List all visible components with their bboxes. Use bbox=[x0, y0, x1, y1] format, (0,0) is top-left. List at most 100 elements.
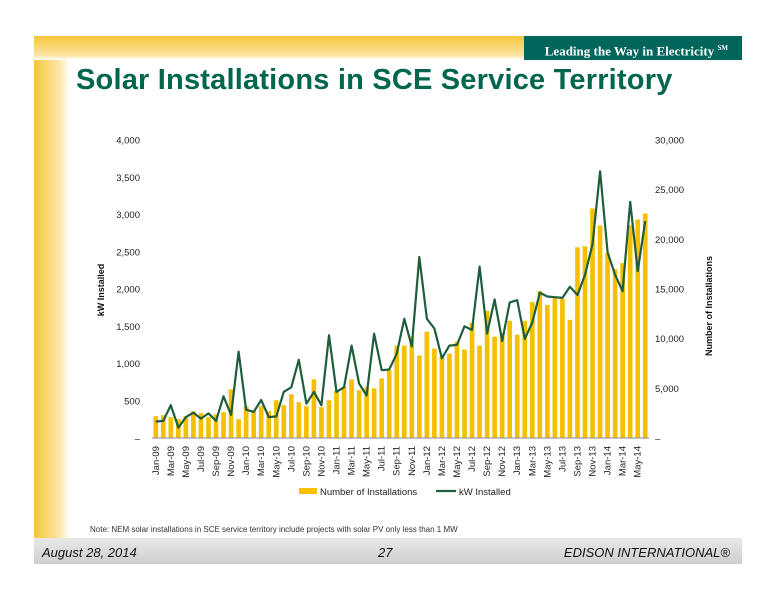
x-tick-label: Jul-12 bbox=[467, 446, 478, 472]
y2-tick-label: 10,000 bbox=[655, 334, 684, 345]
y2-tick-label: 15,000 bbox=[655, 285, 684, 296]
x-tick-label: Mar-10 bbox=[256, 446, 267, 476]
tagline-text: Leading the Way in Electricity bbox=[544, 43, 715, 59]
bar bbox=[620, 263, 625, 438]
y2-tick-label: 20,000 bbox=[655, 235, 684, 246]
bar bbox=[356, 390, 362, 438]
bar bbox=[560, 298, 565, 438]
bar bbox=[447, 353, 452, 438]
bar bbox=[153, 416, 159, 438]
y2-tick-label: – bbox=[655, 434, 661, 445]
bar bbox=[349, 379, 354, 438]
bar bbox=[394, 345, 400, 438]
bar bbox=[492, 336, 497, 438]
bar bbox=[590, 208, 595, 438]
left-y-axis-ticks: – 500 1,000 1,500 2,000 2,500 3,000 3,500 4,000 bbox=[116, 136, 140, 445]
y-tick-label: 3,000 bbox=[116, 210, 140, 221]
bar bbox=[251, 410, 256, 438]
x-tick-label: Sep-09 bbox=[211, 446, 222, 477]
x-tick-label: May-13 bbox=[542, 446, 553, 478]
bar bbox=[424, 331, 430, 438]
x-tick-label: Nov-09 bbox=[226, 446, 237, 477]
bar bbox=[552, 297, 558, 438]
x-tick-label: Nov-10 bbox=[316, 446, 327, 477]
y-tick-label: 1,000 bbox=[116, 359, 140, 370]
bar bbox=[319, 407, 324, 438]
bar bbox=[326, 400, 332, 438]
bar bbox=[416, 355, 422, 438]
bar bbox=[432, 348, 437, 438]
x-tick-label: Jul-10 bbox=[286, 446, 297, 472]
bar bbox=[243, 406, 249, 438]
bar bbox=[605, 253, 610, 438]
legend-label-kw: kW Installed bbox=[459, 487, 511, 498]
y-tick-label: 1,500 bbox=[116, 322, 140, 333]
bar bbox=[288, 394, 294, 438]
y-tick-label: – bbox=[135, 434, 141, 445]
bar bbox=[206, 417, 211, 438]
bar bbox=[409, 336, 415, 438]
bar bbox=[612, 269, 618, 438]
bar bbox=[439, 355, 445, 438]
x-tick-label: Jan-10 bbox=[241, 446, 252, 475]
kw-installed-line bbox=[155, 170, 647, 429]
bar bbox=[567, 319, 573, 438]
bar bbox=[160, 415, 166, 438]
bar bbox=[477, 345, 482, 438]
y-tick-label: 2,500 bbox=[116, 247, 140, 258]
x-tick-label: Sep-11 bbox=[392, 446, 403, 476]
bar bbox=[183, 416, 189, 438]
x-axis-ticks: Jan-09 Mar-09 May-09 Jul-09 Sep-09 Nov-09 Jan-… bbox=[151, 446, 644, 478]
x-tick-label: Jul-13 bbox=[557, 446, 568, 472]
bar bbox=[386, 370, 392, 438]
bar bbox=[401, 345, 407, 438]
bar bbox=[597, 225, 603, 438]
bar bbox=[469, 322, 475, 438]
x-tick-label: Mar-11 bbox=[347, 446, 358, 475]
right-y-axis-ticks: – 5,000 10,000 15,000 20,000 25,000 30,000 bbox=[655, 136, 684, 445]
footer-date: August 28, 2014 bbox=[42, 545, 137, 560]
bar bbox=[168, 417, 174, 438]
bar bbox=[213, 414, 219, 438]
bar bbox=[371, 388, 377, 438]
y2-axis-title: Number of Installations bbox=[704, 256, 714, 356]
legend: Number of Installations kW Installed bbox=[299, 487, 511, 498]
y2-tick-label: 25,000 bbox=[655, 185, 684, 196]
legend-label-installations: Number of Installations bbox=[320, 487, 417, 498]
x-tick-label: May-11 bbox=[362, 446, 373, 477]
bar bbox=[281, 405, 287, 438]
x-tick-label: Jan-09 bbox=[151, 446, 162, 475]
y2-tick-label: 30,000 bbox=[655, 136, 684, 147]
page-title: Solar Installations in SCE Service Terri… bbox=[76, 64, 673, 96]
footer-brand: EDISON INTERNATIONAL® bbox=[563, 545, 730, 560]
bar bbox=[462, 349, 467, 438]
x-tick-label: Jul-11 bbox=[377, 446, 388, 471]
y-axis-title: kW Installed bbox=[96, 264, 106, 317]
bar bbox=[221, 412, 226, 438]
bar bbox=[379, 378, 385, 438]
bar bbox=[311, 379, 317, 438]
x-tick-label: Jan-14 bbox=[603, 446, 614, 475]
x-tick-label: Sep-13 bbox=[572, 446, 583, 477]
x-tick-label: Nov-11 bbox=[407, 446, 418, 476]
y-tick-label: 4,000 bbox=[116, 136, 140, 147]
bar bbox=[484, 310, 490, 438]
header-tagline: Leading the Way in Electricity SM bbox=[524, 36, 742, 60]
y2-tick-label: 5,000 bbox=[655, 384, 679, 395]
x-tick-label: Mar-13 bbox=[527, 446, 538, 476]
footnote: Note: NEM solar installations in SCE ser… bbox=[90, 525, 458, 534]
x-tick-label: Sep-12 bbox=[482, 446, 493, 477]
bar bbox=[635, 219, 641, 438]
bar bbox=[454, 341, 460, 438]
bar bbox=[627, 225, 633, 438]
bar bbox=[575, 247, 580, 438]
x-tick-label: Mar-14 bbox=[618, 446, 629, 476]
x-tick-label: May-14 bbox=[633, 446, 644, 478]
bar bbox=[537, 290, 543, 438]
bar bbox=[236, 419, 241, 438]
x-tick-label: Jan-11 bbox=[331, 446, 342, 474]
bar bbox=[191, 411, 196, 438]
bar bbox=[364, 387, 369, 438]
bar bbox=[296, 402, 302, 438]
